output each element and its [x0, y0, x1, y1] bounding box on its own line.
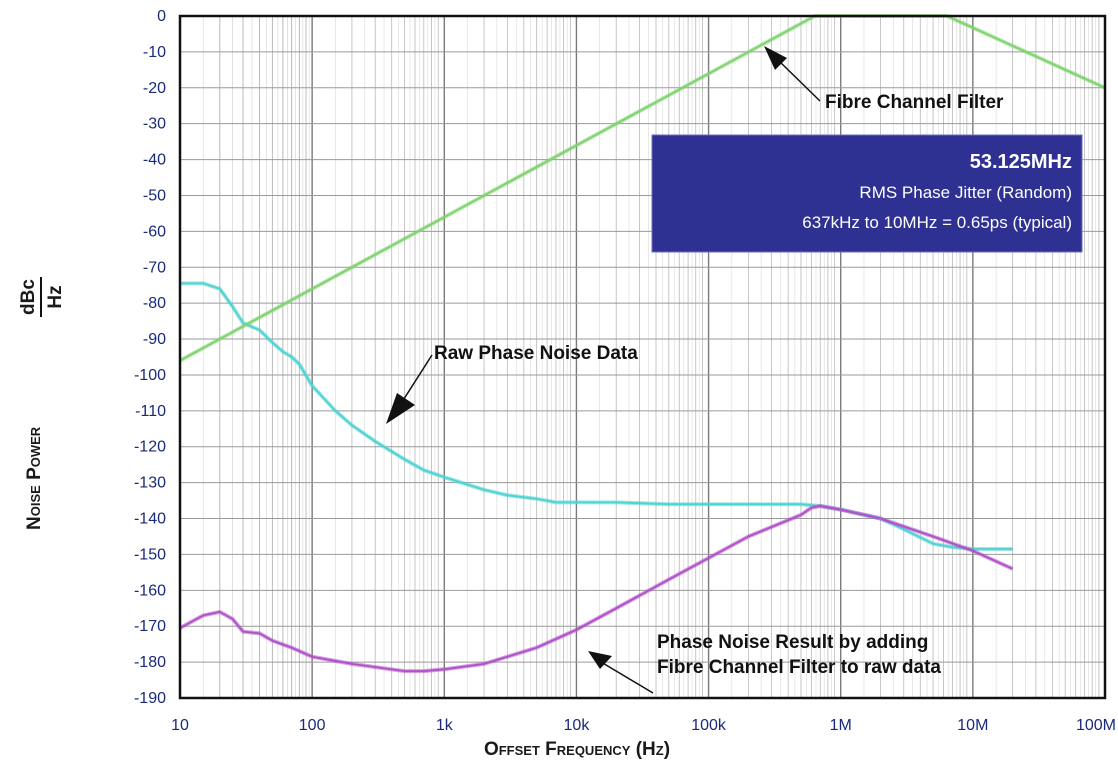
info-box-jitter-value: 637kHz to 10MHz = 0.65ps (typical) [802, 213, 1072, 232]
y-tick-label: -140 [134, 511, 166, 528]
fibre-filter-arrow-line [777, 59, 821, 102]
info-box-frequency: 53.125MHz [970, 151, 1072, 173]
x-tick-label: 100M [1076, 717, 1116, 734]
y-tick-label: -50 [143, 187, 166, 204]
x-tick-label: 1k [436, 717, 454, 734]
result-label-line2: Fibre Channel Filter to raw data [657, 657, 941, 678]
annotation-phase-noise-result: Phase Noise Result by adding Fibre Chann… [588, 632, 941, 694]
y-axis-title-main: Noise Power [24, 426, 45, 530]
raw-phase-noise-series-halo [180, 281, 1013, 551]
fibre-filter-label: Fibre Channel Filter [825, 92, 1004, 113]
plot-frame [178, 14, 1107, 700]
info-box-jitter-title: RMS Phase Jitter (Random) [859, 183, 1072, 202]
series-layer [179, 14, 1106, 674]
y-tick-label: -100 [134, 367, 166, 384]
x-tick-label: 10 [171, 717, 189, 734]
y-tick-label: -70 [143, 259, 166, 276]
y-tick-labels: 0 -10 -20 -30 -40 -50 -60 -70 -80 -90 -100 -110 -120… [134, 8, 166, 707]
y-tick-label: -80 [143, 295, 166, 312]
raw-phase-noise-series [180, 282, 1013, 550]
filtered-result-series [179, 505, 1013, 672]
x-tick-label: 10k [564, 717, 591, 734]
annotation-fibre-channel-filter: Fibre Channel Filter [764, 46, 1004, 113]
raw-noise-label: Raw Phase Noise Data [434, 343, 638, 364]
x-tick-label: 10M [957, 717, 988, 734]
jitter-info-box: 53.125MHz RMS Phase Jitter (Random) 637k… [651, 134, 1083, 253]
raw-noise-arrow-line [401, 354, 433, 403]
y-axis-title: Noise Power dBc Hz [18, 277, 66, 530]
annotation-raw-phase-noise: Raw Phase Noise Data [386, 343, 638, 424]
y-tick-label: -10 [143, 44, 166, 61]
result-label-line1: Phase Noise Result by adding [657, 632, 928, 653]
result-arrow-line [600, 661, 654, 694]
info-box-background [651, 134, 1083, 253]
result-arrowhead [588, 651, 612, 669]
raw-noise-arrowhead [386, 393, 415, 424]
y-tick-label: -150 [134, 546, 166, 563]
y-tick-label: -190 [134, 690, 166, 707]
y-tick-label: -170 [134, 618, 166, 635]
y-tick-label: -60 [143, 223, 166, 240]
y-tick-label: -30 [143, 116, 166, 133]
y-tick-label: -40 [143, 152, 166, 169]
y-tick-label: -130 [134, 475, 166, 492]
x-tick-label: 1M [830, 717, 852, 734]
y-axis-unit-denominator: Hz [45, 285, 66, 308]
y-tick-label: -110 [135, 403, 166, 420]
y-tick-label: 0 [157, 8, 166, 25]
y-tick-label: -90 [143, 331, 166, 348]
x-axis-title: Offset Frequency (Hz) [484, 739, 670, 760]
x-tick-label: 100k [691, 717, 727, 734]
y-axis-unit-numerator: dBc [18, 279, 39, 315]
y-tick-label: -120 [134, 439, 166, 456]
y-tick-label: -20 [143, 80, 166, 97]
x-tick-labels: 10 100 1k 10k 100k 1M 10M 100M [171, 717, 1116, 734]
y-tick-label: -160 [134, 582, 166, 599]
x-tick-label: 100 [299, 717, 326, 734]
fibre-filter-arrowhead [764, 46, 787, 70]
y-tick-label: -180 [134, 654, 166, 671]
